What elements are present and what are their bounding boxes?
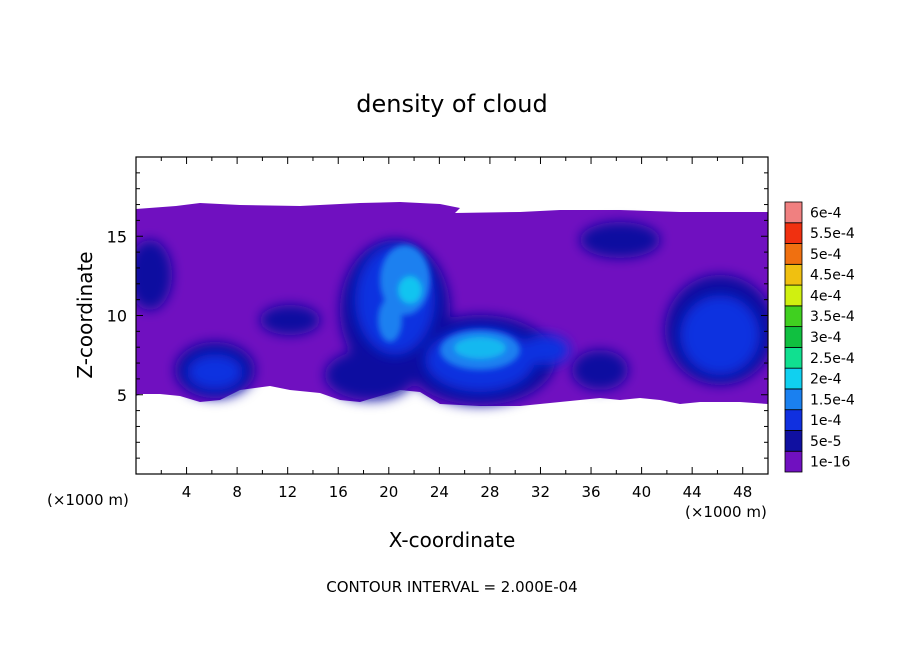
colorbar-swatch [784,222,803,244]
colorbar-swatch [784,388,803,411]
x-tick-label: 36 [581,483,600,501]
x-tick-label: 44 [683,483,702,501]
colorbar-label: 5.5e-4 [810,226,855,242]
colorbar-swatch [784,284,803,307]
x-axis: 4 8 12 16 20 24 28 32 36 40 44 48 [160,157,752,501]
y-axis-label: Z-coordinate [73,251,97,378]
colorbar-swatch [784,430,803,452]
x-tick-label: 24 [430,483,449,501]
x-tick-label: 28 [480,483,499,501]
colorbar-swatch [784,201,803,224]
x-tick-label: 8 [232,483,242,501]
colorbar-label: 1e-4 [810,413,842,429]
x-tick-label: 32 [531,483,550,501]
colorbar-label: 3e-4 [810,330,842,346]
y-tick-label: 5 [117,386,127,405]
x-tick-label: 12 [278,483,297,501]
colorbar-label: 5e-4 [810,247,842,263]
colorbar-label: 1e-16 [810,455,850,471]
contour-interval-footer: CONTOUR INTERVAL = 2.000E-04 [326,578,577,596]
x-unit-left: (×1000 m) [47,491,129,509]
x-tick-label: 20 [379,483,398,501]
colorbar-swatch [784,346,803,369]
plot-area [136,202,768,406]
colorbar-swatch [784,305,803,328]
colorbar-swatch [784,450,803,473]
density-features [136,222,768,405]
colorbar: 1e-16 5e-5 1e-4 1.5e-4 2e-4 2.5e-4 3e-4 3.5e-4 4… [784,201,855,473]
colorbar-swatch [784,243,803,265]
colorbar-label: 1.5e-4 [810,392,855,408]
colorbar-swatch [784,409,803,431]
y-axis: 5 10 15 [107,172,768,459]
x-tick-label: 40 [632,483,651,501]
x-tick-label: 4 [182,483,192,501]
colorbar-label: 4.5e-4 [810,268,855,284]
colorbar-swatch [784,263,803,286]
colorbar-label: 2.5e-4 [810,351,855,367]
colorbar-swatch [784,326,803,348]
colorbar-label: 2e-4 [810,372,842,388]
chart-title: density of cloud [356,90,547,118]
x-axis-label: X-coordinate [389,528,516,552]
x-unit-right: (×1000 m) [685,503,767,521]
colorbar-label: 5e-5 [810,434,841,450]
x-tick-label: 48 [733,483,752,501]
y-tick-label: 15 [107,227,127,246]
colorbar-label: 3.5e-4 [810,309,855,325]
y-tick-label: 10 [107,307,127,326]
colorbar-label: 4e-4 [810,288,842,304]
x-tick-label: 16 [329,483,348,501]
colorbar-swatch [784,367,803,390]
colorbar-label: 6e-4 [810,205,842,221]
